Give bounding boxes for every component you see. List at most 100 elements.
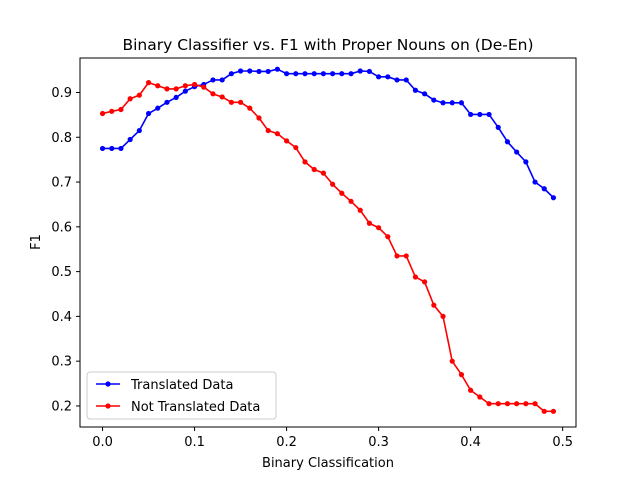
legend-label-translated: Translated Data	[130, 378, 233, 393]
data-point-translated-data	[412, 87, 419, 93]
legend-box	[86, 371, 277, 420]
data-point-not-translated-data	[550, 408, 557, 414]
x-tick-label: 0.1	[184, 435, 205, 450]
data-point-translated-data	[403, 77, 409, 83]
legend-marker-not-translated	[105, 403, 111, 409]
data-point-translated-data	[320, 71, 326, 77]
data-point-translated-data	[256, 68, 262, 75]
legend-marker-translated	[105, 381, 111, 387]
data-point-not-translated-data	[320, 170, 326, 176]
data-point-not-translated-data	[541, 408, 547, 414]
data-point-translated-data	[458, 100, 465, 106]
data-point-translated-data	[431, 97, 437, 103]
data-point-not-translated-data	[228, 99, 234, 105]
data-point-not-translated-data	[385, 234, 391, 240]
data-point-translated-data	[265, 68, 271, 75]
x-axis: 0.0 0.1 0.2 0.3 0.4 0.5	[92, 427, 573, 450]
data-point-translated-data	[541, 186, 547, 192]
data-point-translated-data	[366, 68, 373, 75]
data-point-not-translated-data	[210, 91, 216, 97]
y-axis-label: F1	[29, 234, 44, 250]
data-point-not-translated-data	[412, 274, 419, 280]
data-point-not-translated-data	[182, 83, 188, 89]
data-point-not-translated-data	[247, 105, 253, 111]
data-point-not-translated-data	[136, 92, 142, 98]
data-point-not-translated-data	[302, 159, 308, 165]
x-axis-label: Binary Classification	[262, 456, 394, 471]
data-point-not-translated-data	[311, 166, 317, 173]
x-tick-label: 0.4	[460, 435, 481, 450]
data-point-translated-data	[523, 159, 529, 165]
y-tick-label: 0.2	[51, 399, 72, 414]
data-point-translated-data	[155, 105, 161, 111]
data-point-not-translated-data	[403, 253, 409, 259]
y-axis: 0.2 0.3 0.4 0.5 0.6 0.7 0.8 0.9	[51, 86, 80, 414]
data-point-not-translated-data	[293, 144, 299, 151]
data-point-translated-data	[274, 66, 280, 72]
data-point-not-translated-data	[265, 127, 271, 134]
x-tick-label: 0.3	[368, 435, 389, 450]
data-point-not-translated-data	[431, 302, 437, 308]
chart-title: Binary Classifier vs. F1 with Proper Nou…	[122, 36, 533, 54]
data-point-translated-data	[302, 71, 308, 77]
data-point-translated-data	[376, 74, 382, 80]
data-point-translated-data	[440, 100, 446, 106]
data-point-translated-data	[504, 139, 511, 145]
data-point-translated-data	[468, 111, 474, 118]
data-point-translated-data	[477, 111, 483, 118]
data-point-not-translated-data	[201, 84, 207, 90]
data-point-not-translated-data	[458, 372, 465, 378]
data-point-translated-data	[173, 94, 179, 101]
data-point-not-translated-data	[330, 181, 336, 187]
data-point-translated-data	[182, 88, 188, 94]
y-tick-label: 0.9	[51, 86, 72, 101]
data-point-translated-data	[228, 71, 234, 77]
x-tick-label: 0.5	[552, 435, 573, 450]
x-tick-label: 0.0	[92, 435, 113, 450]
y-tick-label: 0.8	[51, 131, 72, 146]
data-point-not-translated-data	[283, 138, 290, 144]
data-point-translated-data	[357, 68, 363, 74]
data-point-translated-data	[283, 71, 290, 77]
series-translated-data	[99, 66, 557, 201]
data-point-not-translated-data	[191, 81, 198, 88]
data-point-not-translated-data	[348, 198, 354, 204]
data-point-not-translated-data	[468, 387, 474, 393]
data-point-translated-data	[210, 77, 216, 83]
legend: Translated Data Not Translated Data	[86, 371, 277, 420]
data-point-not-translated-data	[274, 131, 280, 137]
legend-label-not-translated: Not Translated Data	[131, 400, 260, 415]
data-point-translated-data	[532, 179, 538, 185]
data-point-not-translated-data	[514, 401, 520, 407]
data-point-translated-data	[486, 111, 492, 118]
data-point-not-translated-data	[339, 190, 345, 196]
data-point-translated-data	[247, 68, 253, 74]
data-point-translated-data	[394, 77, 400, 83]
data-point-not-translated-data	[237, 99, 244, 105]
data-point-translated-data	[99, 145, 106, 152]
data-point-translated-data	[237, 68, 244, 74]
data-point-translated-data	[136, 127, 142, 134]
y-tick-label: 0.6	[51, 220, 72, 235]
data-point-translated-data	[164, 99, 170, 105]
data-point-translated-data	[348, 71, 354, 77]
data-point-translated-data	[311, 71, 317, 77]
data-point-not-translated-data	[118, 106, 124, 113]
data-point-not-translated-data	[99, 110, 106, 117]
data-point-not-translated-data	[145, 80, 152, 86]
data-point-not-translated-data	[495, 401, 501, 407]
data-point-not-translated-data	[366, 220, 373, 226]
data-point-translated-data	[385, 74, 391, 80]
data-point-translated-data	[449, 100, 455, 106]
data-point-translated-data	[293, 71, 299, 77]
data-point-not-translated-data	[256, 115, 262, 121]
y-tick-label: 0.3	[51, 355, 72, 370]
data-point-not-translated-data	[394, 253, 400, 259]
data-point-not-translated-data	[449, 358, 455, 364]
data-point-translated-data	[118, 145, 124, 152]
series-not-translated-data	[99, 80, 557, 414]
data-point-translated-data	[514, 149, 520, 155]
axes-frame	[79, 57, 577, 428]
data-point-not-translated-data	[532, 401, 538, 407]
